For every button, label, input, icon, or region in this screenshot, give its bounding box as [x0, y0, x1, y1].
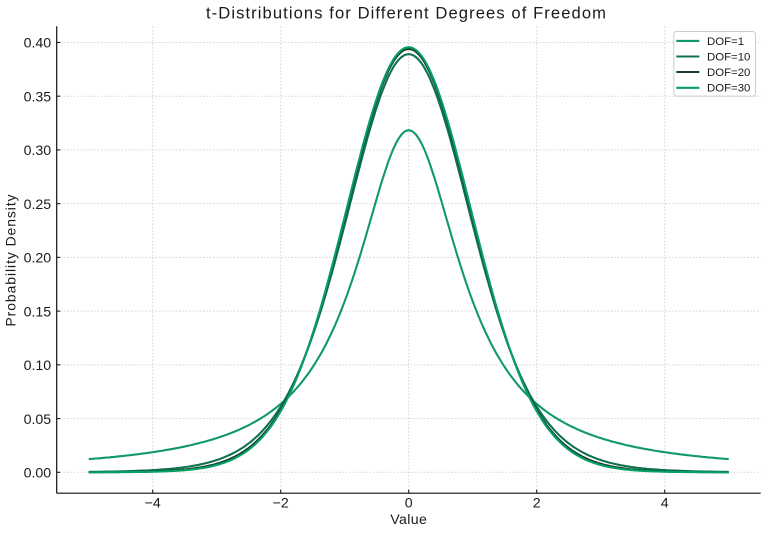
svg-text:0.10: 0.10	[24, 358, 52, 374]
svg-text:0.20: 0.20	[24, 251, 52, 267]
svg-text:DOF=1: DOF=1	[707, 36, 744, 48]
svg-text:0.40: 0.40	[24, 36, 52, 52]
svg-text:0: 0	[405, 495, 413, 511]
svg-text:4: 4	[661, 495, 669, 511]
svg-text:0.05: 0.05	[24, 412, 52, 428]
svg-text:DOF=10: DOF=10	[707, 51, 750, 63]
svg-text:DOF=30: DOF=30	[707, 83, 750, 95]
svg-text:DOF=20: DOF=20	[707, 67, 750, 79]
svg-text:0.35: 0.35	[24, 89, 52, 105]
svg-text:2: 2	[533, 495, 541, 511]
svg-text:0.30: 0.30	[24, 143, 52, 159]
svg-text:−4: −4	[145, 495, 161, 511]
svg-text:0.25: 0.25	[24, 197, 52, 213]
svg-text:t-Distributions for Different: t-Distributions for Different Degrees of…	[206, 3, 607, 22]
svg-text:Value: Value	[390, 512, 427, 528]
svg-text:Probability Density: Probability Density	[2, 193, 18, 326]
svg-text:0.00: 0.00	[24, 466, 52, 482]
svg-text:0.15: 0.15	[24, 304, 52, 320]
svg-text:−2: −2	[273, 495, 289, 511]
